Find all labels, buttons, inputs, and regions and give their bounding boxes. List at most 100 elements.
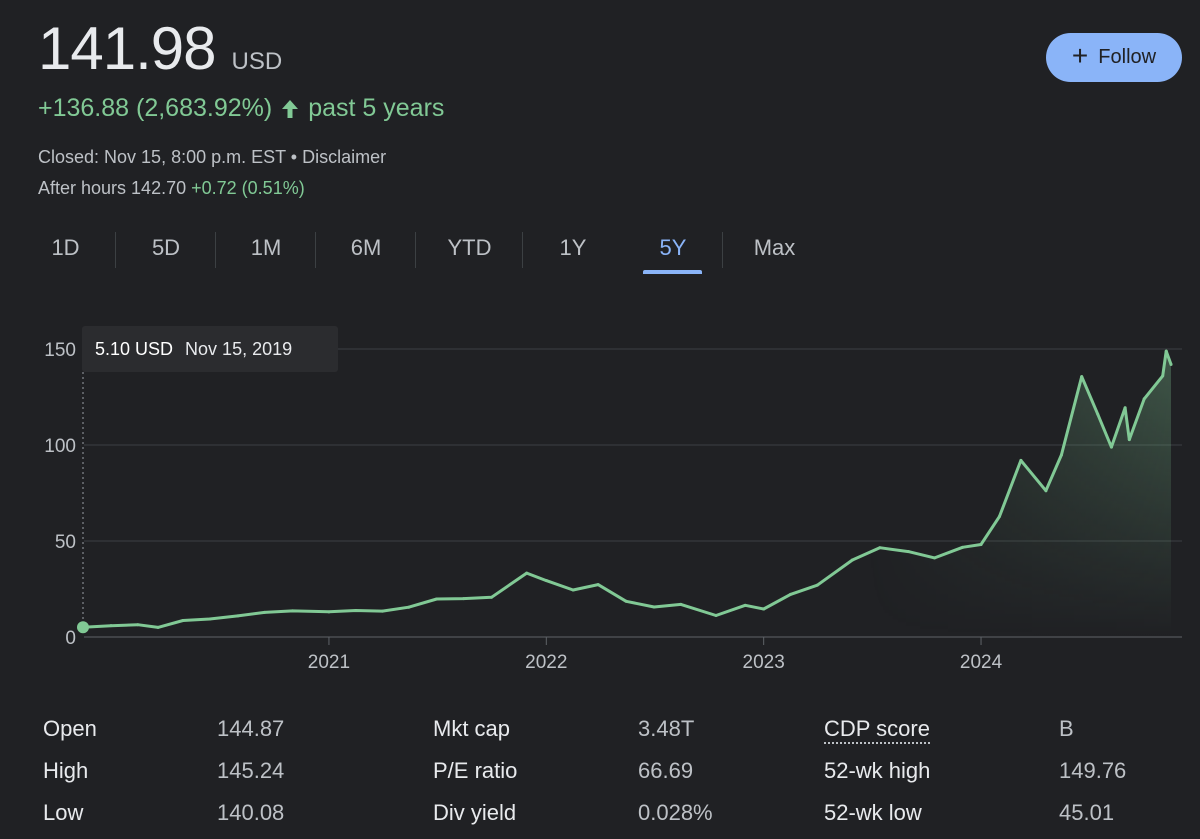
tooltip-value: 5.10 USD [95,338,174,359]
after-hours-price: After hours 142.70 [38,178,187,198]
data-point [381,609,385,613]
stat-52wkhigh-label: 52-wk high [824,758,931,783]
stat-cdp-label[interactable]: CDP score [824,716,930,744]
tab-5d[interactable]: 5D [116,224,216,272]
price-header: 141.98 USD [38,14,282,83]
data-point [815,583,819,587]
data-point [156,625,160,629]
data-point [1127,438,1131,442]
data-point [407,605,411,609]
price-chart[interactable]: 0 50 100 150 2021 2022 2023 2024 [0,300,1200,690]
range-tabs: 1D 5D 1M 6M YTD 1Y 5Y Max [15,224,826,274]
after-hours: After hours 142.70 +0.72 (0.51%) [38,178,305,199]
tab-6m[interactable]: 6M [316,224,416,272]
data-point [236,614,240,618]
stat-high-value: 145.24 [217,758,285,783]
stat-52wklow-value: 45.01 [1059,800,1115,825]
stat-52wklow-label: 52-wk low [824,800,922,825]
tab-5y[interactable]: 5Y [623,224,723,274]
stat-mktcap-value: 3.48T [638,716,695,741]
data-point [462,597,466,601]
data-point [714,613,718,617]
data-point [906,550,910,554]
tab-max[interactable]: Max [753,235,796,260]
stat-low-label: Low [43,800,84,825]
data-point [1059,453,1063,457]
stat-open-label: Open [43,716,97,741]
x-tick-label: 2023 [743,652,785,673]
y-tick-label: 150 [44,340,76,361]
start-point-marker [77,621,89,634]
stat-mktcap-label: Mkt cap [433,716,511,741]
tab-1y[interactable]: 1Y [559,235,587,260]
data-point [596,583,600,587]
x-tick-label: 2021 [308,652,350,673]
data-point [291,609,295,613]
stat-open-value: 144.87 [217,716,285,741]
data-point [327,610,331,614]
data-point [109,624,113,628]
follow-label: Follow [1098,46,1157,68]
data-point [181,618,185,622]
stat-divyield-label: Div yield [433,800,517,825]
data-point [1080,375,1084,379]
data-point [1169,362,1173,366]
stat-pe-label: P/E ratio [433,758,518,783]
data-point [1161,374,1165,378]
tab-1d[interactable]: 1D [15,224,116,272]
arrow-up-icon [282,99,299,118]
follow-button[interactable]: + Follow [1046,33,1182,82]
data-point [762,607,766,611]
data-point [679,602,683,606]
plus-icon: + [1071,40,1089,71]
stat-low-value: 140.08 [217,800,285,825]
data-point [1019,458,1023,462]
data-point [1142,397,1146,401]
data-point [652,605,656,609]
data-point [850,558,854,562]
y-tick-label: 50 [55,532,76,553]
change-value: +136.88 (2,683.92%) [38,94,273,122]
stat-high-label: High [43,758,89,783]
x-tick-label: 2024 [960,652,1003,673]
data-point [525,571,529,575]
data-point [208,617,212,621]
data-point [1109,445,1113,449]
data-point [136,623,140,627]
data-point [1044,489,1048,493]
y-tick-label: 100 [44,436,76,457]
data-point [1096,412,1100,416]
data-point [624,599,628,603]
stat-divyield-value: 0.028% [638,800,713,825]
data-point [933,556,937,560]
price-area [83,351,1171,637]
current-price: 141.98 [38,15,217,82]
data-point [961,545,965,549]
data-point [263,610,267,614]
data-point [878,546,882,550]
stat-pe-value: 66.69 [638,758,694,783]
tooltip-date: Nov 15, 2019 [185,338,293,359]
tab-1m[interactable]: 1M [216,224,316,272]
stat-cdp-value: B [1059,716,1074,741]
data-point [997,514,1001,518]
data-point [354,609,358,613]
data-point [788,592,792,596]
after-hours-change: +0.72 (0.51%) [191,178,305,198]
currency-label: USD [231,48,283,75]
chart-tooltip: 5.10 USD Nov 15, 2019 [82,326,338,372]
price-change: +136.88 (2,683.92%) past 5 years [38,94,444,123]
data-point [571,588,575,592]
x-tick-label: 2022 [525,652,567,673]
data-point [490,595,494,599]
change-period: past 5 years [308,94,445,122]
market-status: Closed: Nov 15, 8:00 p.m. EST • Disclaim… [38,147,387,167]
y-tick-label: 0 [65,628,76,649]
tab-ytd[interactable]: YTD [416,224,523,272]
stat-52wkhigh-value: 149.76 [1059,758,1127,783]
data-point [743,603,747,607]
data-point [1123,406,1127,410]
data-point [435,597,439,601]
data-point [544,579,548,583]
data-point [1164,349,1168,353]
